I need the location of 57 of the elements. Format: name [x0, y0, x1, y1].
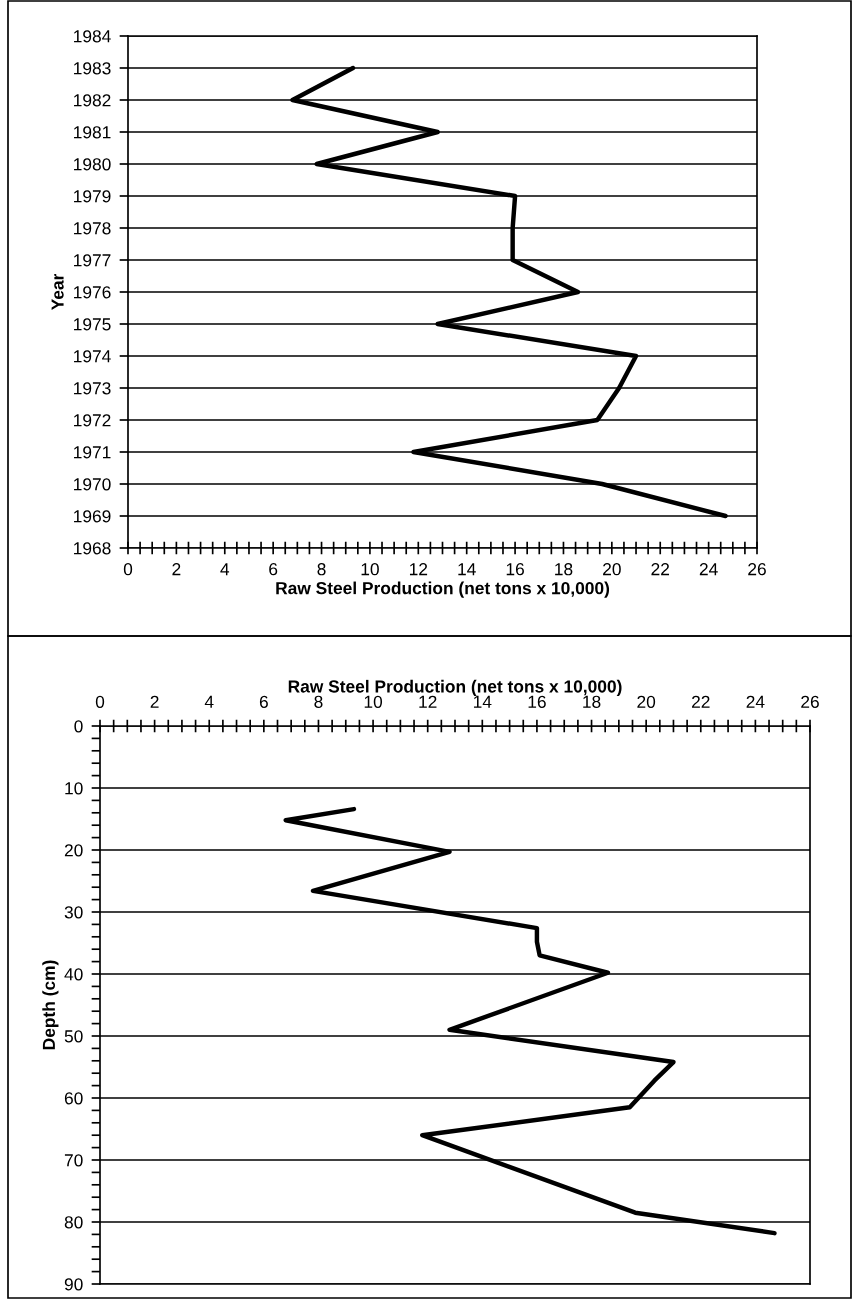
- y-tick-label: 60: [64, 1092, 83, 1105]
- x-tick-label: 6: [269, 563, 278, 576]
- y-tick-label: 1970: [74, 478, 111, 491]
- x-tick-label: 8: [317, 563, 326, 576]
- x-tick-label: 6: [259, 695, 268, 708]
- x-tick-label: 10: [364, 695, 383, 708]
- x-tick-label: 4: [220, 563, 230, 576]
- y-axis-title: Depth (cm): [42, 960, 59, 1050]
- y-tick-label: 20: [64, 844, 83, 857]
- x-tick-label: 26: [801, 695, 819, 708]
- x-tick-label: 12: [419, 695, 437, 708]
- y-tick-label: 1978: [74, 222, 111, 235]
- y-tick-label: 30: [64, 906, 83, 919]
- x-tick-label: 14: [473, 695, 492, 708]
- x-tick-label: 2: [150, 695, 159, 708]
- x-tick-label: 4: [204, 695, 214, 708]
- y-tick-label: 1973: [74, 382, 111, 395]
- y-tick-label: 1976: [74, 286, 111, 299]
- x-tick-label: 24: [746, 695, 765, 708]
- y-tick-label: 1980: [74, 158, 111, 171]
- y-tick-label: 1981: [74, 126, 111, 139]
- x-tick-label: 10: [361, 563, 379, 576]
- x-tick-label: 12: [409, 563, 428, 576]
- y-tick-label: 1982: [74, 94, 111, 107]
- x-tick-label: 16: [528, 695, 546, 708]
- y-tick-label: 50: [64, 1030, 83, 1043]
- y-tick-label: 10: [65, 782, 83, 795]
- y-tick-label: 1969: [74, 510, 111, 523]
- y-tick-label: 1984: [74, 30, 111, 43]
- x-tick-label: 8: [314, 695, 323, 708]
- x-tick-label: 0: [123, 563, 133, 576]
- y-axis-title: Year: [51, 273, 64, 311]
- x-axis-title: Raw Steel Production (net tons x 10,000): [276, 581, 610, 598]
- y-tick-label: 1974: [74, 350, 111, 363]
- x-tick-label: 24: [699, 563, 718, 576]
- x-tick-label: 22: [651, 563, 670, 576]
- y-tick-label: 40: [64, 968, 83, 981]
- y-tick-label: 0: [74, 720, 83, 733]
- x-tick-label: 22: [691, 695, 710, 708]
- y-tick-label: 1975: [74, 318, 111, 331]
- y-tick-label: 80: [64, 1216, 83, 1229]
- x-tick-label: 16: [506, 563, 524, 576]
- y-tick-label: 1972: [74, 414, 111, 427]
- y-tick-label: 90: [64, 1278, 83, 1291]
- x-tick-label: 18: [555, 563, 573, 576]
- x-tick-label: 14: [458, 563, 476, 576]
- y-tick-label: 1983: [74, 62, 111, 75]
- y-tick-label: 70: [64, 1154, 83, 1167]
- x-tick-label: 26: [748, 563, 766, 576]
- y-tick-label: 1977: [74, 254, 111, 267]
- x-tick-label: 2: [172, 563, 181, 576]
- y-tick-label: 1971: [74, 446, 111, 459]
- x-tick-label: 20: [603, 563, 621, 576]
- x-tick-label: 20: [637, 695, 656, 708]
- x-tick-label: 18: [583, 695, 601, 708]
- y-tick-label: 1979: [74, 190, 111, 203]
- y-tick-label: 1968: [74, 542, 111, 555]
